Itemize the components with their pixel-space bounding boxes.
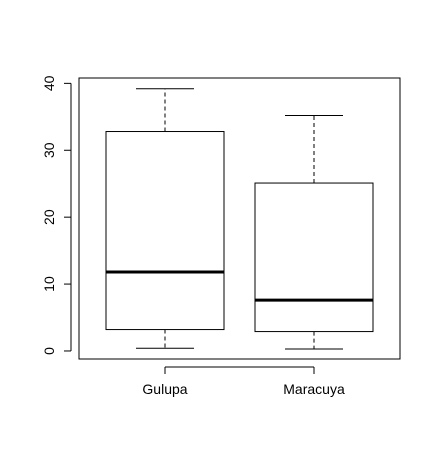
plot-frame — [78, 77, 401, 360]
y-tick-label: 0 — [41, 347, 57, 355]
y-axis: 0 10 20 30 40 — [41, 75, 72, 355]
y-tick-label: 30 — [41, 142, 57, 158]
x-tick-label: Gulupa — [142, 381, 187, 397]
boxes-group — [105, 88, 374, 350]
box-maracuya — [254, 114, 374, 350]
y-tick-label: 10 — [41, 276, 57, 292]
x-tick-label: Maracuya — [283, 381, 345, 397]
box-iqr — [254, 182, 374, 333]
box-iqr — [105, 131, 225, 331]
y-tick-label: 40 — [41, 75, 57, 91]
x-axis: Gulupa Maracuya — [142, 366, 345, 397]
y-tick-label: 20 — [41, 209, 57, 225]
box-gulupa — [105, 88, 225, 349]
